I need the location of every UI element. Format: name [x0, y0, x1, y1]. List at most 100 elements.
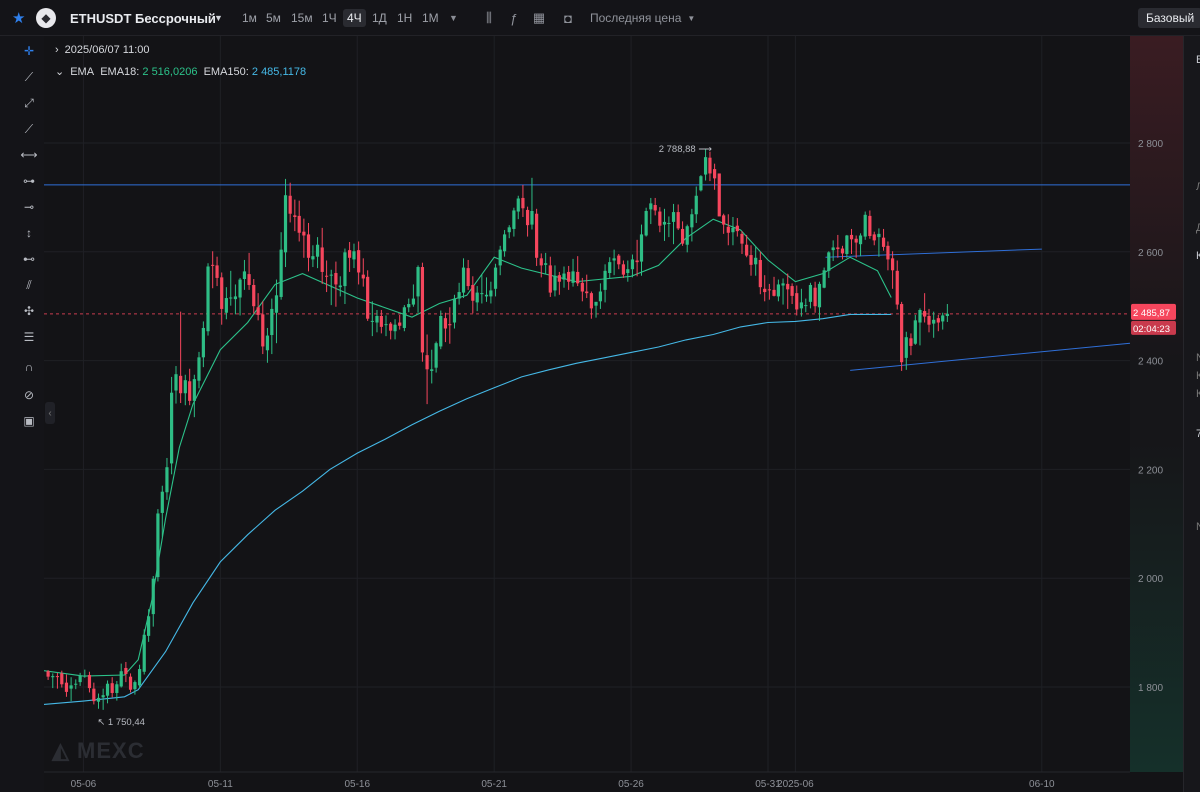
- ema18-line: [43, 218, 892, 677]
- candle: [512, 207, 516, 237]
- candle-body: [822, 270, 826, 288]
- trend-line-icon[interactable]: ⟋: [24, 69, 34, 84]
- fib-retracement-icon[interactable]: ☰: [23, 330, 35, 344]
- layout-icon[interactable]: ▦: [532, 10, 546, 25]
- trash-icon[interactable]: ▣: [23, 414, 35, 428]
- legend-date[interactable]: › 2025/06/07 11:00: [55, 44, 150, 56]
- basic-view-button[interactable]: Базовый: [1138, 8, 1200, 28]
- candle-body: [64, 682, 69, 692]
- timeframe-1d[interactable]: 1Д: [372, 11, 387, 25]
- candle-body: [553, 275, 557, 291]
- candle-body: [324, 275, 329, 277]
- y-tick-label: 2 800: [1138, 139, 1163, 150]
- horizontal-line-icon[interactable]: ⟷: [20, 148, 38, 162]
- indicators-icon[interactable]: ⫼: [486, 10, 492, 25]
- candle: [147, 609, 151, 642]
- crosshair-icon[interactable]: ✛: [23, 44, 35, 58]
- candle: [416, 265, 420, 313]
- candle: [877, 228, 881, 257]
- collapse-toolbar-button[interactable]: ‹: [45, 402, 55, 424]
- magnet-icon[interactable]: ∩: [24, 360, 34, 374]
- chevron-down-icon[interactable]: ▼: [449, 13, 458, 23]
- chevron-down-icon[interactable]: ▼: [214, 13, 223, 23]
- candle-body: [804, 305, 808, 307]
- candle: [735, 218, 739, 237]
- candle-body: [315, 244, 320, 257]
- candle-body: [649, 203, 653, 210]
- candle-body: [667, 222, 671, 224]
- symbol-title[interactable]: ETHUSDT Бессрочный: [70, 10, 216, 26]
- candle: [96, 693, 101, 709]
- candle: [831, 240, 835, 262]
- candle: [836, 234, 840, 258]
- candle-body: [849, 234, 854, 240]
- timeframe-4h[interactable]: 4Ч: [343, 9, 366, 27]
- timeframe-1mo[interactable]: 1М: [422, 11, 439, 25]
- candle-body: [617, 255, 621, 265]
- pitchfork-icon[interactable]: ⫽: [26, 277, 32, 292]
- chevron-down-icon[interactable]: ⌄: [55, 66, 65, 78]
- camera-icon[interactable]: ◘: [564, 10, 572, 26]
- hide-drawings-icon[interactable]: ⊘: [23, 388, 35, 402]
- chevron-right-icon[interactable]: ›: [55, 44, 59, 56]
- candle-body: [795, 293, 799, 310]
- candle-body: [535, 213, 539, 258]
- candle: [293, 199, 297, 232]
- candle: [357, 241, 361, 285]
- candle: [535, 208, 539, 266]
- candle-body: [311, 256, 315, 260]
- candle-body: [927, 315, 931, 325]
- candle-body: [557, 275, 561, 282]
- candle-body: [188, 381, 192, 401]
- candle: [115, 681, 119, 701]
- ray-icon[interactable]: ⤢: [24, 95, 34, 110]
- timeframe-1m[interactable]: 1м: [242, 11, 257, 25]
- vertical-line-icon[interactable]: ↕: [26, 226, 32, 240]
- candle: [863, 211, 867, 240]
- grid: [44, 36, 1130, 772]
- candle-body: [379, 315, 383, 327]
- legend-ema[interactable]: ⌄ EMA EMA18: 2 516,0206 EMA150: 2 485,117…: [55, 65, 306, 78]
- right-panel-letter: К: [1196, 250, 1200, 262]
- candle: [188, 368, 192, 406]
- parallel-channel-icon[interactable]: ⊸: [23, 200, 35, 214]
- extended-line-icon[interactable]: ⟋: [24, 121, 34, 136]
- price-range-icon[interactable]: ⊷: [23, 252, 35, 266]
- candle-body: [407, 304, 411, 308]
- candle: [160, 485, 164, 537]
- timeframe-15m[interactable]: 15м: [291, 11, 313, 25]
- candle: [804, 298, 808, 313]
- gann-icon[interactable]: ✣: [23, 304, 35, 318]
- candle: [849, 228, 854, 254]
- candle-body: [366, 276, 370, 319]
- candle-body: [544, 263, 548, 265]
- timeframe-1w[interactable]: 1Н: [397, 11, 413, 25]
- candle: [507, 225, 511, 239]
- candle: [443, 312, 448, 343]
- candle-body: [274, 295, 279, 313]
- price-scale-background[interactable]: [1130, 36, 1183, 772]
- candle: [320, 227, 324, 284]
- candle: [502, 230, 507, 257]
- candle-body: [302, 231, 306, 236]
- favorite-star-icon[interactable]: ★: [12, 10, 26, 27]
- timeframe-5m[interactable]: 5м: [266, 11, 281, 25]
- candle-body: [119, 671, 123, 687]
- candle-body: [466, 268, 470, 287]
- drawing-toolbar: ✛ ⟋ ⤢ ⟋ ⟷ ⊶ ⊸ ↕ ⊷ ⫽ ✣ ☰ ∩ ⊘ ▣: [0, 36, 44, 792]
- horizontal-ray-icon[interactable]: ⊶: [23, 174, 35, 188]
- candle-body: [283, 195, 288, 253]
- candle-body: [621, 264, 626, 275]
- price-type-select[interactable]: Последняя цена ▼: [590, 0, 695, 36]
- timeframe-1h[interactable]: 1Ч: [322, 11, 337, 25]
- candle: [658, 207, 662, 233]
- candle: [256, 293, 260, 321]
- formula-icon[interactable]: ƒ: [510, 10, 518, 26]
- candle-body: [96, 697, 101, 702]
- candle-body: [817, 283, 822, 308]
- y-tick-label: 2 200: [1138, 465, 1163, 476]
- candle: [945, 304, 949, 322]
- drawing-lines[interactable]: [44, 184, 1131, 371]
- candle-body: [786, 283, 790, 290]
